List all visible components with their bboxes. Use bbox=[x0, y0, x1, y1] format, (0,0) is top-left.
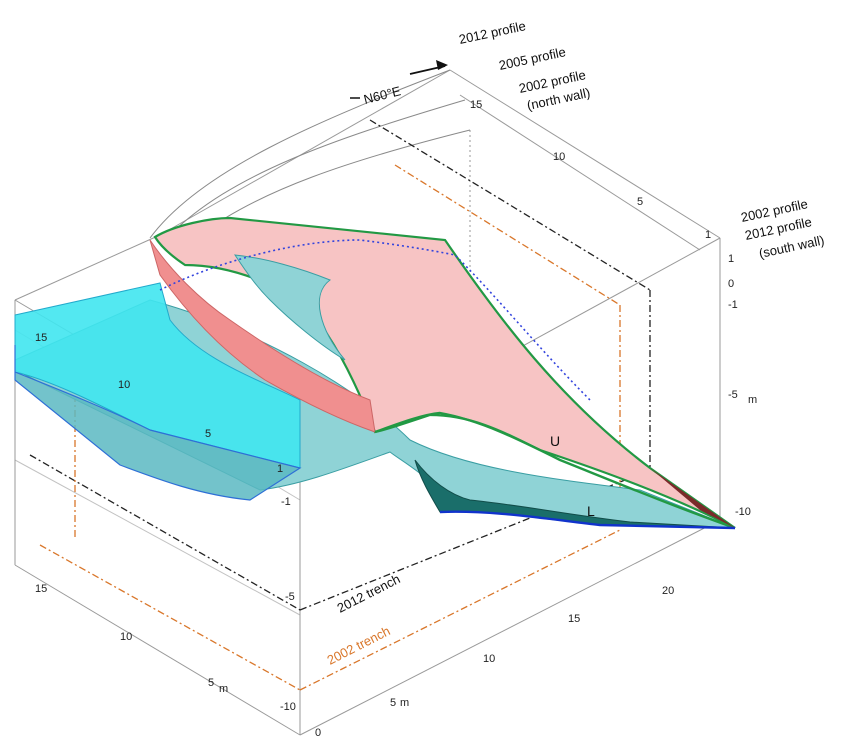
profile-curves bbox=[149, 69, 471, 239]
tick-left-15: 15 bbox=[35, 332, 47, 344]
trench-2002-lines bbox=[39, 164, 621, 691]
trench-2012-back-line bbox=[369, 119, 651, 291]
tick-bottom-20: 20 bbox=[662, 585, 674, 597]
inner-guide-3 bbox=[14, 459, 301, 616]
trench-2012-front-line bbox=[299, 469, 651, 611]
tick-bottom-5: 5 bbox=[390, 697, 396, 709]
direction-arrow-head bbox=[436, 60, 448, 70]
label-surface-u: U bbox=[550, 433, 560, 449]
tick-bottom-10: 10 bbox=[483, 653, 495, 665]
tip-wedge bbox=[650, 468, 735, 528]
left-lower-slab bbox=[14, 345, 302, 501]
top-left-back-edge bbox=[14, 234, 161, 301]
direction-arrow bbox=[350, 60, 448, 99]
top-back-left-edge bbox=[159, 69, 451, 236]
label-trench-2012: 2012 trench bbox=[335, 571, 403, 616]
trench-2002-back-line bbox=[394, 164, 621, 306]
upper-inner-gap bbox=[233, 254, 346, 361]
tick-back-top-15: 15 bbox=[470, 99, 482, 111]
tick-front-neg10: -10 bbox=[280, 701, 296, 713]
tick-bottom-15: 15 bbox=[568, 613, 580, 625]
tick-origin: 0 bbox=[315, 727, 321, 738]
tick-front-neg5: -5 bbox=[285, 591, 295, 603]
surface-u-edge bbox=[374, 411, 736, 530]
tick-left-neg1: -1 bbox=[281, 496, 291, 508]
blue-dotted-line bbox=[159, 239, 591, 401]
tick-right-neg5: -5 bbox=[728, 389, 738, 401]
label-profile-2005: 2005 profile bbox=[498, 44, 568, 73]
tick-left-10: 10 bbox=[118, 379, 130, 391]
label-profile-2012: 2012 profile bbox=[458, 18, 528, 47]
cyan-fault-sheet bbox=[14, 282, 301, 469]
tick-left-5: 5 bbox=[205, 428, 211, 440]
tick-right-1: 1 bbox=[728, 253, 734, 265]
tick-back-top-10: 10 bbox=[553, 151, 565, 163]
tick-back-top-5: 5 bbox=[637, 196, 643, 208]
top-back-inner-edge bbox=[459, 94, 701, 251]
tick-right-unit: m bbox=[748, 394, 757, 406]
tick-back-top-1: 1 bbox=[705, 229, 711, 241]
top-back-right-edge bbox=[449, 69, 721, 239]
surface-l-edge bbox=[439, 510, 736, 530]
label-direction: N60°E bbox=[362, 83, 403, 107]
tick-front-left-15: 15 bbox=[35, 583, 47, 595]
profile-curve-2012 bbox=[149, 69, 451, 239]
bottom-right-edge bbox=[299, 519, 721, 736]
tick-right-0: 0 bbox=[728, 278, 734, 290]
tick-front-left-5: 5 bbox=[208, 677, 214, 689]
tick-left-1: 1 bbox=[277, 463, 283, 475]
tick-right-neg1: -1 bbox=[728, 299, 738, 311]
upper-block-wall bbox=[149, 239, 376, 433]
profile-curve-2005 bbox=[169, 99, 466, 236]
bottom-left-edge bbox=[14, 564, 301, 736]
dark-teal-wedge bbox=[414, 459, 736, 529]
tick-bottom-unit: m bbox=[400, 697, 409, 709]
label-surface-l: L bbox=[587, 503, 595, 519]
tick-front-left-10: 10 bbox=[120, 631, 132, 643]
tick-front-left-unit: m bbox=[219, 683, 228, 695]
trench-2002-left-line bbox=[39, 544, 301, 691]
tick-right-neg10: -10 bbox=[735, 506, 751, 518]
